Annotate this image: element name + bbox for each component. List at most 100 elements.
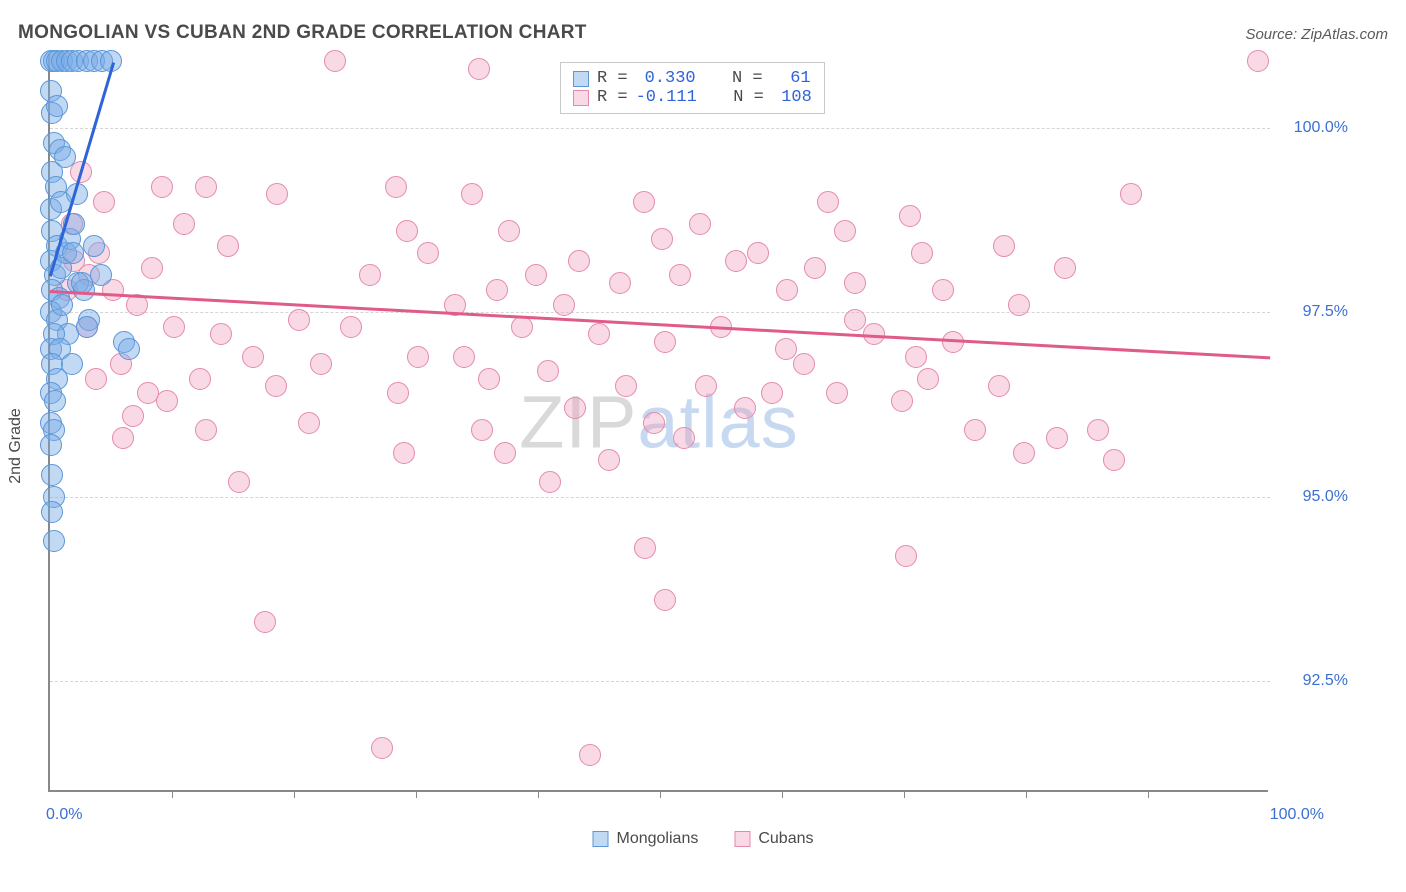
legend-swatch [573,71,589,87]
point-mongolians [41,464,63,486]
x-tick [172,790,173,798]
legend-item: Mongolians [593,830,699,848]
source-label: Source: ZipAtlas.com [1245,26,1388,43]
point-cubans [112,427,134,449]
point-cubans [761,382,783,404]
point-cubans [494,442,516,464]
y-tick-label: 97.5% [1278,303,1348,321]
n-value: 108 [772,88,812,107]
point-cubans [173,213,195,235]
point-cubans [643,412,665,434]
point-cubans [844,309,866,331]
point-cubans [598,449,620,471]
y-tick-label: 95.0% [1278,488,1348,506]
point-cubans [615,375,637,397]
x-tick [1026,790,1027,798]
point-cubans [553,294,575,316]
point-cubans [634,537,656,559]
point-mongolians [118,338,140,360]
point-cubans [725,250,747,272]
x-tick [660,790,661,798]
point-cubans [407,346,429,368]
y-axis-label: 2nd Grade [7,408,25,484]
point-cubans [1247,50,1269,72]
point-cubans [151,176,173,198]
point-mongolians [90,264,112,286]
point-cubans [651,228,673,250]
point-cubans [310,353,332,375]
chart-title: MONGOLIAN VS CUBAN 2ND GRADE CORRELATION… [18,22,587,44]
point-cubans [776,279,798,301]
plot-area: 92.5%95.0%97.5%100.0%ZIPatlasR =0.330 N … [48,54,1268,792]
point-mongolians [76,316,98,338]
point-cubans [899,205,921,227]
point-cubans [747,242,769,264]
point-cubans [905,346,927,368]
point-mongolians [61,353,83,375]
point-cubans [1103,449,1125,471]
correlation-legend: R =0.330 N =61R =-0.111 N =108 [560,62,825,114]
x-tick [1148,790,1149,798]
x-tick [904,790,905,798]
legend-label: Cubans [758,830,813,848]
legend-swatch [734,831,750,847]
point-cubans [775,338,797,360]
point-cubans [695,375,717,397]
point-cubans [1120,183,1142,205]
r-label: R = [597,88,628,107]
point-mongolians [83,235,105,257]
point-cubans [298,412,320,434]
point-cubans [195,176,217,198]
point-cubans [93,191,115,213]
point-cubans [564,397,586,419]
point-cubans [453,346,475,368]
point-cubans [633,191,655,213]
point-cubans [891,390,913,412]
point-mongolians [46,95,68,117]
point-cubans [911,242,933,264]
x-tick [416,790,417,798]
point-cubans [359,264,381,286]
legend-item: Cubans [734,830,813,848]
point-cubans [254,611,276,633]
point-cubans [210,323,232,345]
point-cubans [654,589,676,611]
point-cubans [141,257,163,279]
point-cubans [932,279,954,301]
point-cubans [242,346,264,368]
point-cubans [1013,442,1035,464]
point-cubans [917,368,939,390]
point-cubans [689,213,711,235]
point-cubans [387,382,409,404]
point-cubans [988,375,1010,397]
point-cubans [163,316,185,338]
r-value: 0.330 [636,69,696,88]
point-mongolians [40,434,62,456]
point-cubans [156,390,178,412]
point-cubans [539,471,561,493]
point-cubans [993,235,1015,257]
y-tick-label: 100.0% [1278,119,1348,137]
point-cubans [734,397,756,419]
point-cubans [511,316,533,338]
point-cubans [673,427,695,449]
point-cubans [1054,257,1076,279]
point-mongolians [43,530,65,552]
n-label: N = [733,88,764,107]
point-cubans [834,220,856,242]
point-cubans [895,545,917,567]
point-cubans [189,368,211,390]
r-label: R = [597,69,628,88]
point-cubans [579,744,601,766]
point-cubans [817,191,839,213]
point-cubans [461,183,483,205]
point-mongolians [62,242,84,264]
point-cubans [195,419,217,441]
y-tick-label: 92.5% [1278,672,1348,690]
point-cubans [324,50,346,72]
gridline [50,128,1270,129]
point-cubans [486,279,508,301]
point-cubans [340,316,362,338]
point-cubans [85,368,107,390]
point-cubans [568,250,590,272]
